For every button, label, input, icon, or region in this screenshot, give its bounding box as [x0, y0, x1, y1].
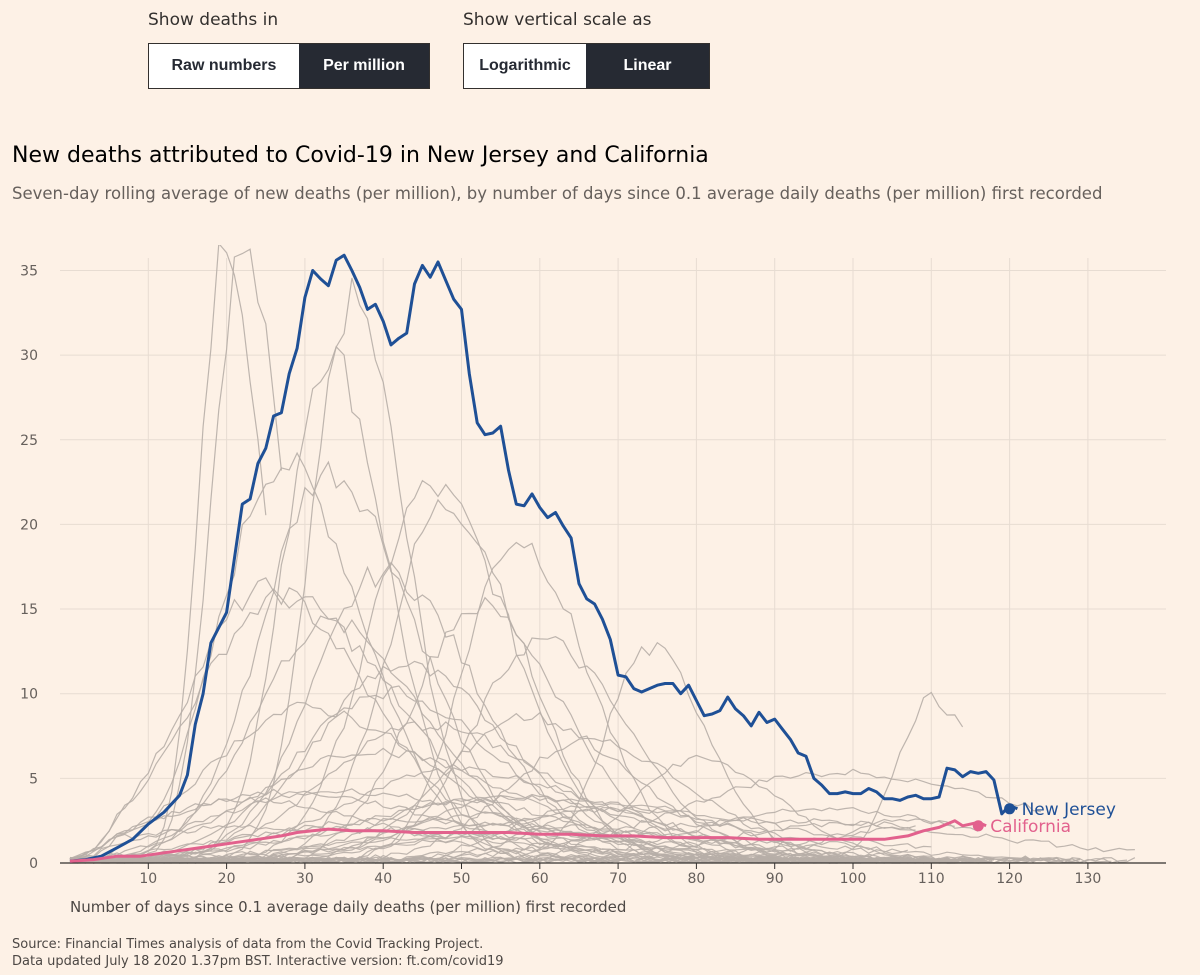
california-end-label: California [990, 817, 1071, 837]
x-tick-label: 50 [453, 871, 471, 887]
y-tick-label: 10 [20, 687, 38, 703]
x-tick-label: 30 [296, 871, 314, 887]
new-jersey-end-label: New Jersey [1022, 800, 1116, 820]
x-tick-label: 120 [996, 871, 1023, 887]
new-jersey-line [69, 253, 1018, 863]
x-tick-label: 60 [531, 871, 549, 887]
deaths-toggle-label: Show deaths in [148, 10, 279, 30]
x-tick-label: 10 [139, 871, 157, 887]
linear-button[interactable]: Linear [586, 44, 709, 88]
y-tick-label: 25 [20, 433, 38, 449]
background-series [69, 245, 1136, 864]
x-tick-label: 20 [218, 871, 236, 887]
x-tick-label: 90 [766, 871, 784, 887]
other-state-line [69, 798, 1081, 864]
deaths-toggle-group: Raw numbers Per million [148, 43, 430, 89]
axes: 0 5 10 15 20 25 30 35 10 20 30 40 50 60 70 80 90 100 110 12… [20, 263, 1166, 887]
y-tick-label: 30 [20, 348, 38, 364]
x-tick-label: 100 [840, 871, 867, 887]
y-tick-label: 15 [20, 602, 38, 618]
updated-text: Data updated July 18 2020 1.37pm BST. In… [12, 954, 504, 969]
california-line [69, 819, 987, 863]
logarithmic-button[interactable]: Logarithmic [464, 44, 586, 88]
per-million-button[interactable]: Per million [298, 44, 429, 88]
other-state-line [69, 820, 1073, 864]
x-tick-label: 70 [609, 871, 627, 887]
scale-toggle-label: Show vertical scale as [463, 10, 652, 30]
y-tick-label: 0 [29, 856, 38, 872]
other-state-line [69, 541, 932, 864]
x-axis-label: Number of days since 0.1 average daily d… [70, 898, 626, 916]
raw-numbers-button[interactable]: Raw numbers [149, 44, 299, 88]
other-state-line [69, 460, 854, 864]
other-state-line [69, 793, 1042, 864]
source-note: Source: Financial Times analysis of data… [12, 936, 504, 970]
other-state-line [69, 817, 893, 863]
y-tick-label: 35 [20, 263, 38, 279]
other-state-line [69, 768, 1041, 864]
y-tick-label: 5 [29, 771, 38, 787]
other-state-line [69, 796, 956, 864]
grid-lines [60, 258, 1166, 863]
scale-toggle-group: Logarithmic Linear [463, 43, 710, 89]
other-state-line [69, 766, 994, 864]
source-text: Source: Financial Times analysis of data… [12, 937, 484, 952]
x-tick-label: 40 [374, 871, 392, 887]
california-end-dot [972, 820, 984, 832]
x-tick-label: 110 [918, 871, 945, 887]
new-jersey-end-dot [1004, 803, 1016, 815]
other-state-line [69, 818, 955, 864]
x-tick-label: 80 [687, 871, 705, 887]
chart-subtitle: Seven-day rolling average of new deaths … [12, 184, 1103, 203]
chart-title: New deaths attributed to Covid-19 in New… [12, 143, 709, 168]
other-state-line [69, 827, 908, 864]
y-tick-label: 20 [20, 517, 38, 533]
x-tick-label: 130 [1075, 871, 1102, 887]
